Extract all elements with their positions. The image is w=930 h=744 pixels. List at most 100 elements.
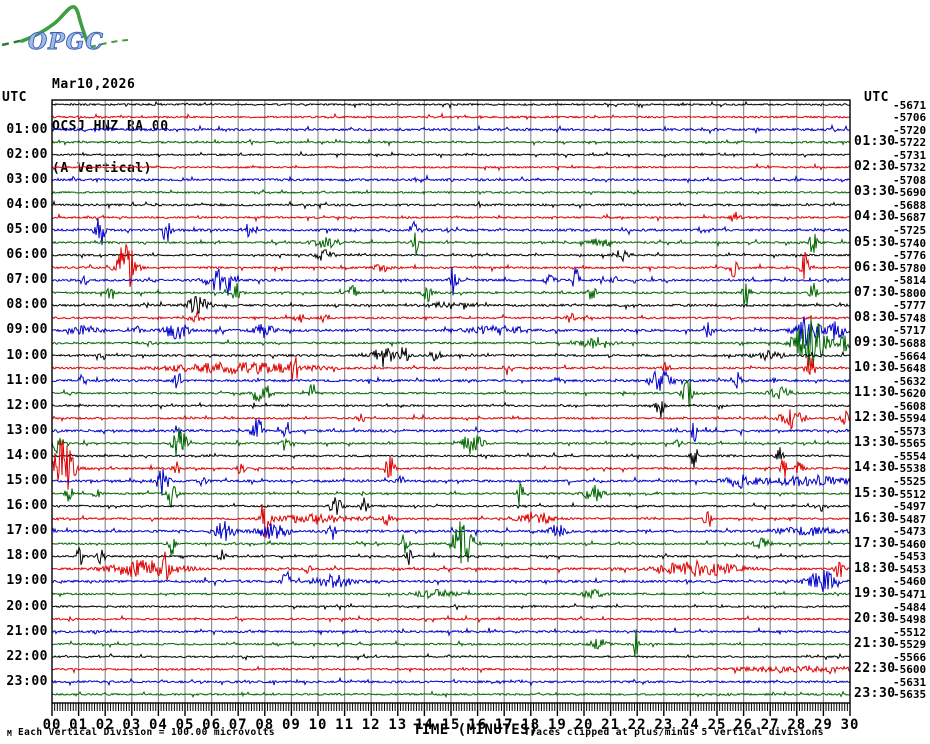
right-time-label: 19:30 — [854, 585, 896, 601]
trace-offset-value: -5777 — [893, 299, 927, 313]
trace-offset-value: -5460 — [893, 575, 927, 589]
trace-row-13:30 — [51, 427, 851, 457]
trace-row-02:00 — [51, 150, 851, 159]
trace-row-15:30 — [52, 481, 851, 509]
trace-row-14:30 — [51, 440, 851, 490]
trace-offset-value: -5497 — [893, 500, 927, 514]
trace-offset-value: -5608 — [893, 399, 927, 413]
minute-label: 22 — [627, 717, 647, 733]
trace-offset-value: -5800 — [893, 286, 927, 300]
right-time-label: 23:30 — [854, 686, 896, 702]
right-time-label: 20:30 — [854, 611, 896, 627]
left-time-label: 12:00 — [6, 397, 48, 413]
trace-offset-value: -5722 — [893, 136, 927, 150]
right-time-label: 16:30 — [854, 510, 896, 526]
trace-row-00:00 — [51, 100, 851, 110]
minute-label: 03 — [122, 717, 142, 733]
left-time-label: 16:00 — [6, 498, 48, 514]
minute-label: 06 — [202, 717, 222, 733]
utc-label-left: UTC — [2, 90, 27, 105]
trace-offset-value: -5538 — [893, 462, 927, 476]
minute-label: 04 — [148, 717, 168, 733]
trace-offset-value: -5720 — [893, 123, 927, 137]
left-time-label: 17:00 — [6, 523, 48, 539]
trace-offset-value: -5620 — [893, 387, 927, 401]
trace-row-12:30 — [51, 409, 851, 431]
left-time-label: 02:00 — [6, 146, 48, 162]
right-time-label: 18:30 — [854, 560, 896, 576]
minute-label: 00 — [42, 717, 62, 733]
minute-label: 25 — [707, 717, 727, 733]
trace-row-09:30 — [51, 318, 851, 368]
trace-row-10:00 — [51, 347, 851, 368]
trace-rows — [51, 100, 851, 699]
trace-row-14:00 — [51, 447, 851, 469]
utc-label-right: UTC — [864, 90, 889, 105]
left-time-label: 18:00 — [6, 548, 48, 564]
left-time-label: 05:00 — [6, 222, 48, 237]
minute-label: 20 — [574, 717, 594, 733]
minute-label: 08 — [255, 717, 275, 733]
trace-row-09:00 — [51, 316, 851, 346]
trace-row-05:00 — [51, 218, 851, 246]
trace-offset-value: -5690 — [893, 186, 927, 200]
trace-row-03:30 — [51, 188, 851, 196]
minute-label: 12 — [361, 717, 381, 733]
minute-label: 11 — [335, 717, 355, 733]
minute-label: 05 — [175, 717, 195, 733]
trace-offset-value: -5554 — [893, 449, 927, 463]
trace-row-10:30 — [51, 356, 851, 382]
trace-offset-value: -5635 — [893, 688, 927, 702]
right-time-label: 01:30 — [854, 134, 896, 150]
trace-row-11:00 — [51, 369, 851, 391]
right-time-label: 22:30 — [854, 661, 896, 677]
left-time-label: 06:00 — [6, 247, 48, 263]
left-time-label: 13:00 — [6, 422, 48, 438]
right-time-label: 04:30 — [854, 209, 896, 225]
trace-row-01:00 — [51, 123, 851, 135]
minute-label: 29 — [813, 717, 833, 733]
trace-offset-value: -5566 — [893, 650, 927, 664]
logo-mountain-curve — [20, 5, 91, 48]
trace-offset-value: -5717 — [893, 324, 927, 338]
trace-offset-value: -5780 — [893, 261, 927, 275]
trace-offset-value: -5631 — [893, 675, 927, 689]
trace-offset-value: -5732 — [893, 161, 927, 175]
trace-row-04:30 — [51, 211, 851, 223]
right-time-label: 07:30 — [854, 284, 896, 300]
left-time-label: 07:00 — [6, 272, 48, 288]
trace-offset-value: -5525 — [893, 475, 927, 488]
right-time-label: 10:30 — [854, 360, 896, 376]
minute-label: 28 — [787, 717, 807, 733]
right-time-label: 06:30 — [854, 259, 896, 275]
left-time-label: 20:00 — [6, 598, 48, 614]
left-time-label: 04:00 — [6, 196, 48, 212]
logo-text: OPGC — [28, 29, 104, 55]
trace-offset-value: -5706 — [893, 111, 927, 125]
trace-offset-value: -5731 — [893, 148, 927, 162]
minute-label: 07 — [228, 717, 248, 733]
trace-offset-value: -5565 — [893, 437, 927, 451]
minute-label: 19 — [547, 717, 567, 733]
minute-label: 10 — [308, 717, 328, 733]
left-time-label: 10:00 — [6, 347, 48, 363]
trace-row-01:30 — [51, 137, 851, 148]
right-time-label: 08:30 — [854, 309, 896, 325]
trace-offset-value: -5453 — [893, 562, 927, 576]
minute-label: 13 — [388, 717, 408, 733]
minute-label: 24 — [680, 717, 700, 733]
trace-offset-value: -5498 — [893, 613, 927, 627]
right-time-label: 11:30 — [854, 385, 896, 401]
minute-label: 15 — [441, 717, 461, 733]
trace-offset-value: -5471 — [893, 587, 927, 601]
trace-offset-value: -5664 — [893, 349, 927, 363]
trace-offset-value: -5512 — [893, 487, 927, 501]
trace-row-15:00 — [51, 468, 851, 496]
left-time-label: 09:00 — [6, 322, 48, 338]
trace-row-17:00 — [51, 520, 851, 541]
trace-offset-value: -5688 — [893, 198, 927, 212]
trace-offset-value: -5473 — [893, 525, 927, 539]
trace-row-17:30 — [51, 521, 851, 564]
title-date: Mar10,2026 — [52, 77, 136, 92]
